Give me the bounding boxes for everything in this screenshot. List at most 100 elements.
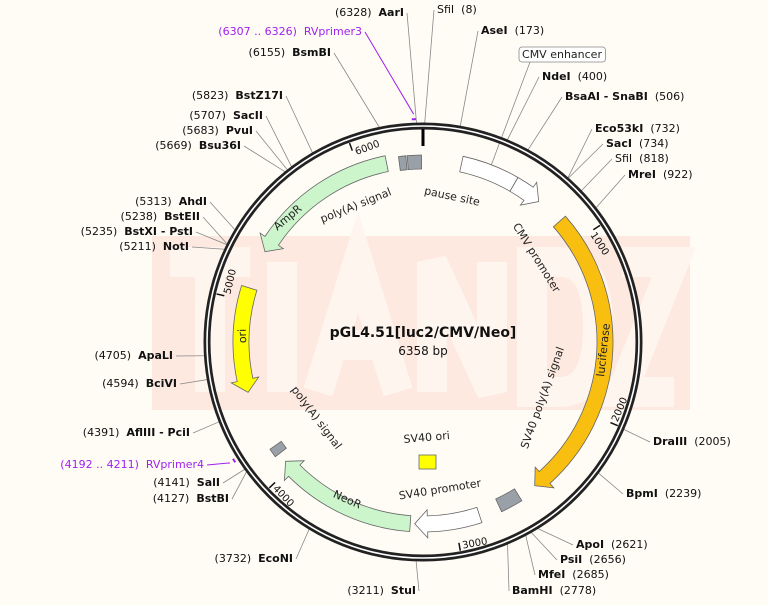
- feature-poly-a-signal: [398, 155, 408, 171]
- site-label: (5238) BstEII: [121, 210, 200, 223]
- site-leader-line: [285, 95, 313, 154]
- primer-range: (6307 .. 6326): [218, 25, 304, 38]
- watermark-letter-z: [599, 247, 697, 407]
- site-position: (5683): [182, 124, 219, 137]
- backbone-ring-inner: [206, 125, 640, 559]
- feature-luciferase: [534, 215, 614, 489]
- feature-ori: [230, 284, 260, 393]
- feature-label: ori: [236, 329, 249, 344]
- site-position: (2778): [560, 584, 597, 597]
- site-position: (2005): [694, 435, 731, 448]
- site-leader-line: [192, 421, 220, 434]
- feature-leader-line: [490, 61, 531, 165]
- site-name: MreI: [628, 168, 656, 181]
- site-leader-line: [202, 216, 228, 245]
- site-position: (3211): [347, 584, 384, 597]
- tick-mark: [592, 224, 601, 231]
- spacer: [582, 553, 589, 566]
- site-name: BstXI - PstI: [124, 225, 193, 238]
- site-position: (173): [515, 24, 545, 37]
- site-leader-line: [507, 544, 510, 592]
- site-label: NdeI (400): [542, 70, 607, 83]
- spacer: [632, 152, 639, 165]
- feature-sv40-ori: [418, 454, 437, 470]
- primer-label: (4192 .. 4211) RVprimer4: [60, 458, 204, 471]
- site-leader-line: [525, 535, 536, 576]
- plasmid-size: 6358 bp: [398, 344, 448, 358]
- site-leader-line: [567, 128, 593, 179]
- site-position: (4705): [95, 349, 132, 362]
- primer-range: (4192 .. 4211): [60, 458, 146, 471]
- site-name: AseI: [481, 24, 508, 37]
- spacer: [648, 90, 655, 103]
- site-label: MreI (922): [628, 168, 693, 181]
- site-name: PvuI: [226, 124, 253, 137]
- site-position: (6328): [335, 6, 372, 19]
- site-position: (5823): [192, 89, 229, 102]
- site-leader-line: [459, 30, 479, 127]
- site-label: (5669) Bsu36I: [155, 139, 241, 152]
- feature-label: luciferase: [594, 322, 613, 377]
- site-label: (6155) BsmBI: [249, 46, 331, 59]
- site-position: (3732): [215, 552, 252, 565]
- site-label: AseI (173): [481, 24, 544, 37]
- spacer: [632, 137, 639, 150]
- plasmid-name: pGL4.51[luc2/CMV/Neo]: [330, 325, 517, 341]
- site-leader-line: [222, 468, 245, 484]
- spacer: [454, 3, 461, 16]
- site-label: (5211) NotI: [119, 240, 189, 253]
- site-name: AarI: [379, 6, 404, 19]
- site-leader-line: [424, 9, 435, 124]
- site-leader-line: [623, 429, 651, 443]
- site-name: MfeI: [538, 568, 565, 581]
- site-label: (4705) ApaLI: [95, 349, 174, 362]
- feature-label: SV40 ori: [403, 429, 450, 446]
- spacer: [658, 487, 665, 500]
- site-position: (5211): [119, 240, 156, 253]
- tick-mark: [216, 293, 225, 297]
- site-leader-line: [295, 528, 310, 560]
- primer-name: RVprimer4: [146, 458, 204, 471]
- site-label: SfiI (8): [437, 3, 477, 16]
- spacer: [643, 122, 650, 135]
- site-name: AhdI: [179, 195, 207, 208]
- site-label: SfiI (818): [615, 152, 669, 165]
- site-leader-line: [537, 528, 574, 546]
- site-position: (2656): [589, 553, 626, 566]
- site-name: BsaAI - SnaBI: [565, 90, 648, 103]
- tick-mark: [268, 481, 276, 489]
- site-position: (8): [461, 3, 477, 16]
- feature-cmv-enhancer: [459, 155, 519, 192]
- site-position: (2239): [665, 487, 702, 500]
- site-leader-line: [568, 143, 604, 179]
- site-position: (4391): [83, 426, 120, 439]
- site-label: PsiI (2656): [560, 553, 626, 566]
- feature-ampr: [259, 155, 389, 253]
- site-leader-line: [179, 379, 208, 385]
- spacer: [251, 552, 258, 565]
- site-leader-line: [231, 471, 247, 500]
- site-name: Bsu36I: [199, 139, 241, 152]
- site-name: NotI: [163, 240, 189, 253]
- site-label: (4141) SalI: [153, 476, 220, 489]
- spacer: [228, 89, 235, 102]
- site-label: (5707) SacII: [189, 109, 263, 122]
- feature-label-box: [518, 46, 606, 63]
- site-leader-line: [415, 560, 420, 592]
- site-leader-line: [209, 201, 236, 231]
- site-position: (5669): [155, 139, 192, 152]
- spacer: [192, 139, 199, 152]
- site-label: DraIII (2005): [653, 435, 731, 448]
- site-leader-line: [527, 96, 563, 151]
- site-leader-line: [506, 76, 540, 141]
- site-label: (4127) BstBI: [153, 492, 229, 505]
- site-position: (818): [639, 152, 669, 165]
- site-position: (2621): [611, 538, 648, 551]
- site-label: Eco53kI (732): [595, 122, 680, 135]
- site-position: (5313): [135, 195, 172, 208]
- site-name: SacII: [233, 109, 263, 122]
- site-name: BamHI: [512, 584, 553, 597]
- feature-pause-site: [406, 154, 423, 171]
